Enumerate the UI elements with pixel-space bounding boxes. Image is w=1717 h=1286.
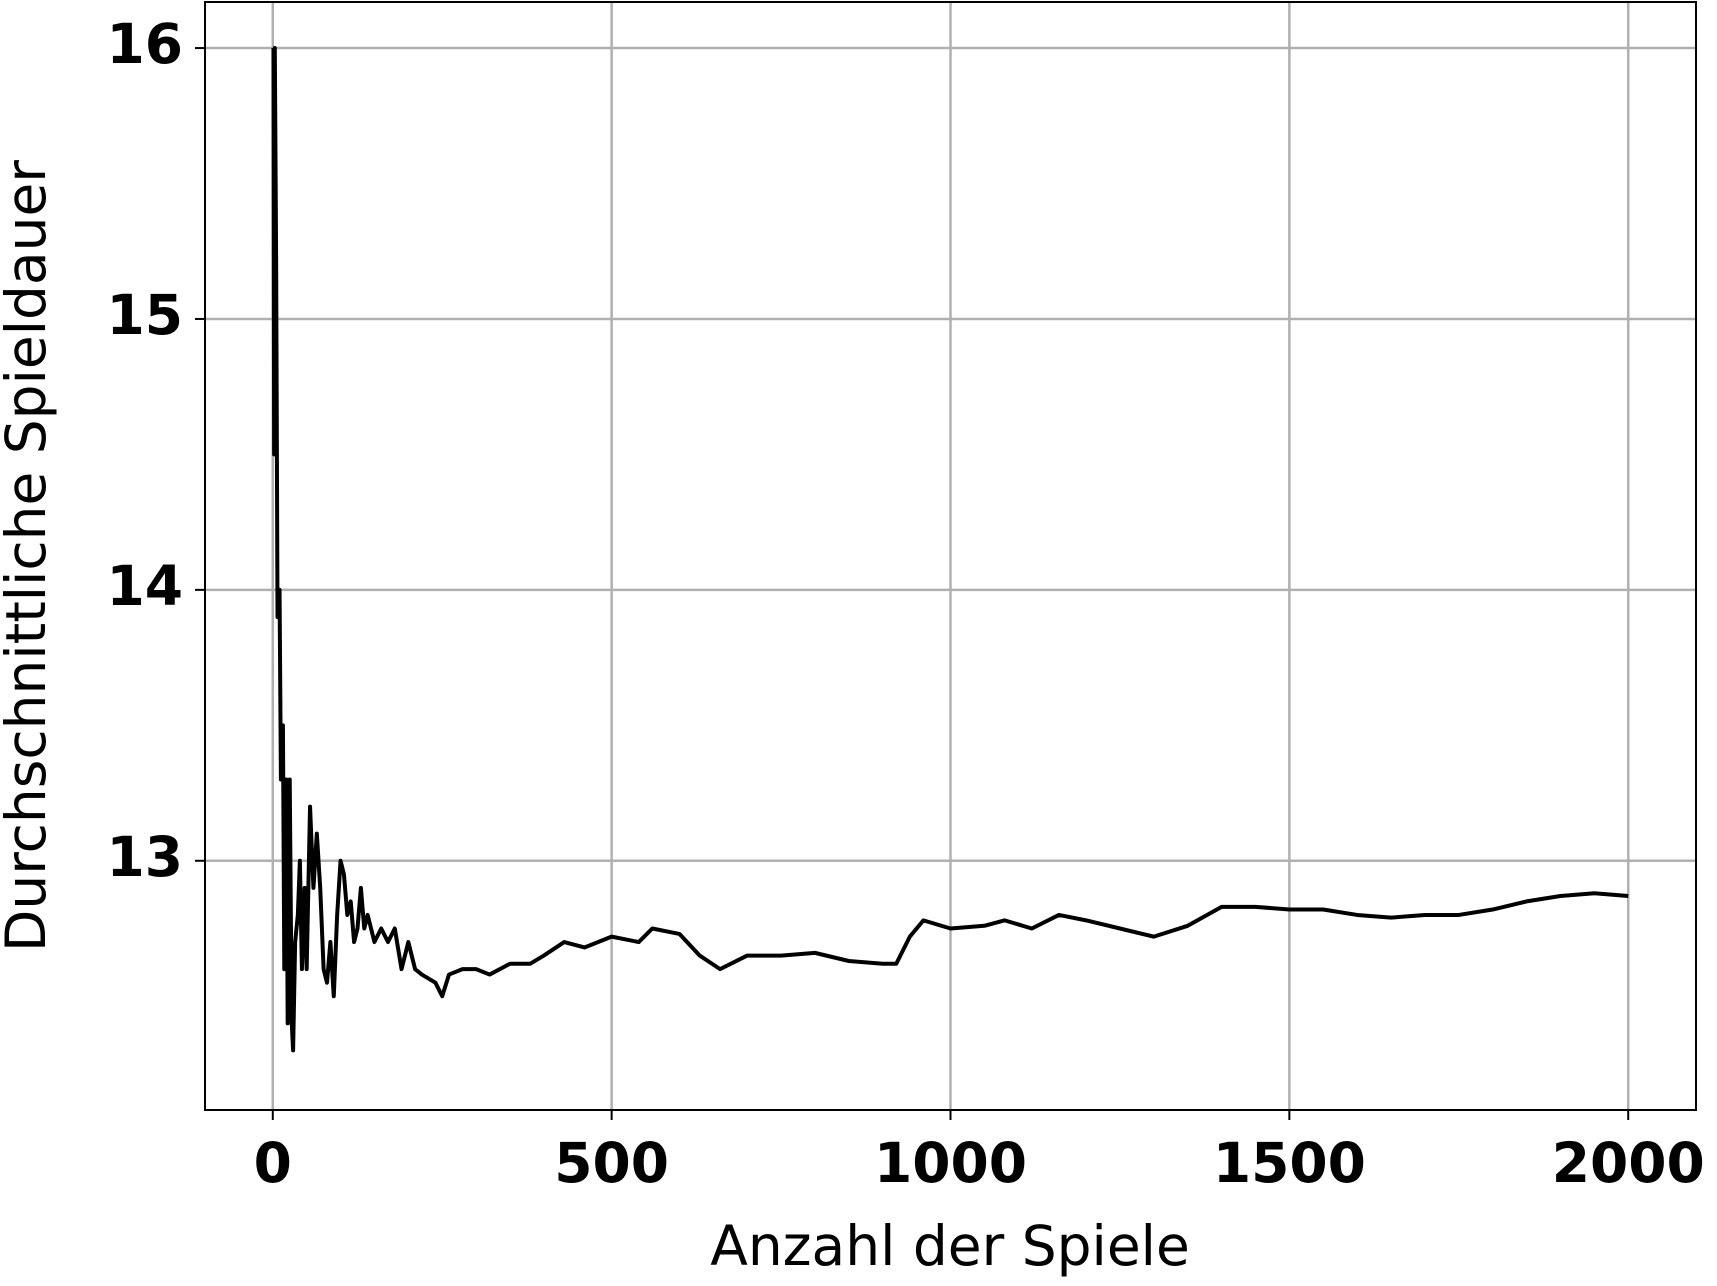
x-tick-label: 500 [554, 1131, 669, 1195]
line [271, 46, 1629, 1053]
x-tick-label: 0 [254, 1131, 292, 1195]
y-tick-label: 14 [106, 554, 183, 618]
y-tick-label: 13 [106, 825, 183, 889]
x-tick-label: 2000 [1552, 1131, 1705, 1195]
x-axis-label: Anzahl der Spiele [710, 1214, 1190, 1278]
y-tick-label: 16 [106, 12, 183, 76]
x-tick-label: 1000 [874, 1131, 1027, 1195]
y-tick-label: 15 [106, 283, 183, 347]
plot-frame [204, 1, 1697, 1111]
y-axis-label: Durchschnittliche Spieldauer [0, 160, 58, 952]
x-tick-label: 1500 [1213, 1131, 1366, 1195]
